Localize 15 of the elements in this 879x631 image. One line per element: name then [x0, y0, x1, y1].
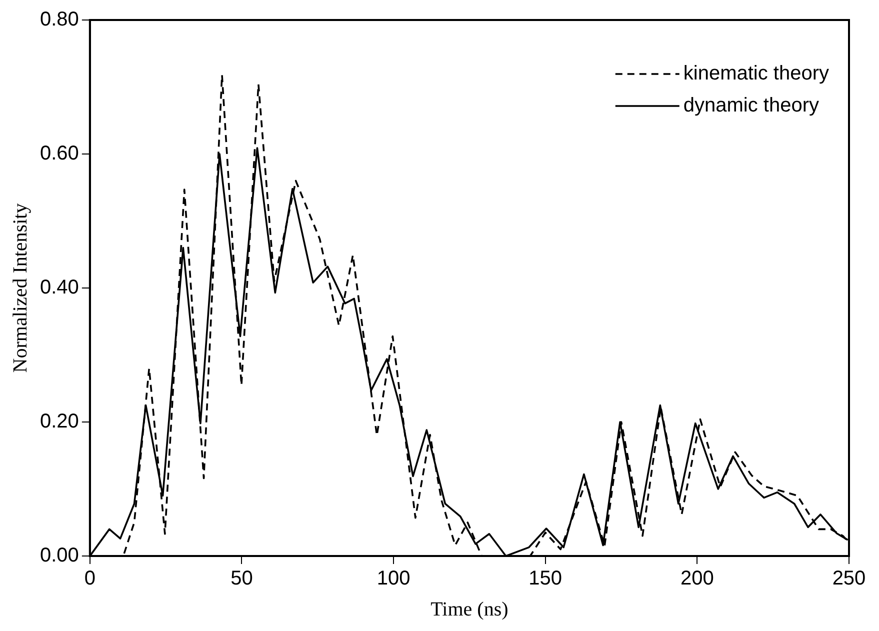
x-tick-label: 0: [84, 568, 96, 590]
legend-label: kinematic theory: [683, 62, 830, 85]
y-tick-label: 0.80: [40, 8, 79, 31]
legend-label: dynamic theory: [683, 94, 820, 117]
y-tick-label: 0.60: [40, 142, 79, 165]
x-axis-title: Time (ns): [430, 598, 508, 620]
x-tick-label: 250: [832, 568, 866, 590]
x-tick-label: 150: [528, 568, 562, 590]
y-axis-title: Normalized Intensity: [9, 203, 32, 373]
y-tick-label: 0.20: [40, 410, 79, 433]
y-tick-label: 0.40: [40, 276, 79, 299]
y-tick-label: 0.00: [40, 544, 79, 567]
x-tick-label: 50: [230, 568, 253, 590]
x-tick-label: 100: [376, 568, 410, 590]
x-tick-label: 200: [680, 568, 714, 590]
